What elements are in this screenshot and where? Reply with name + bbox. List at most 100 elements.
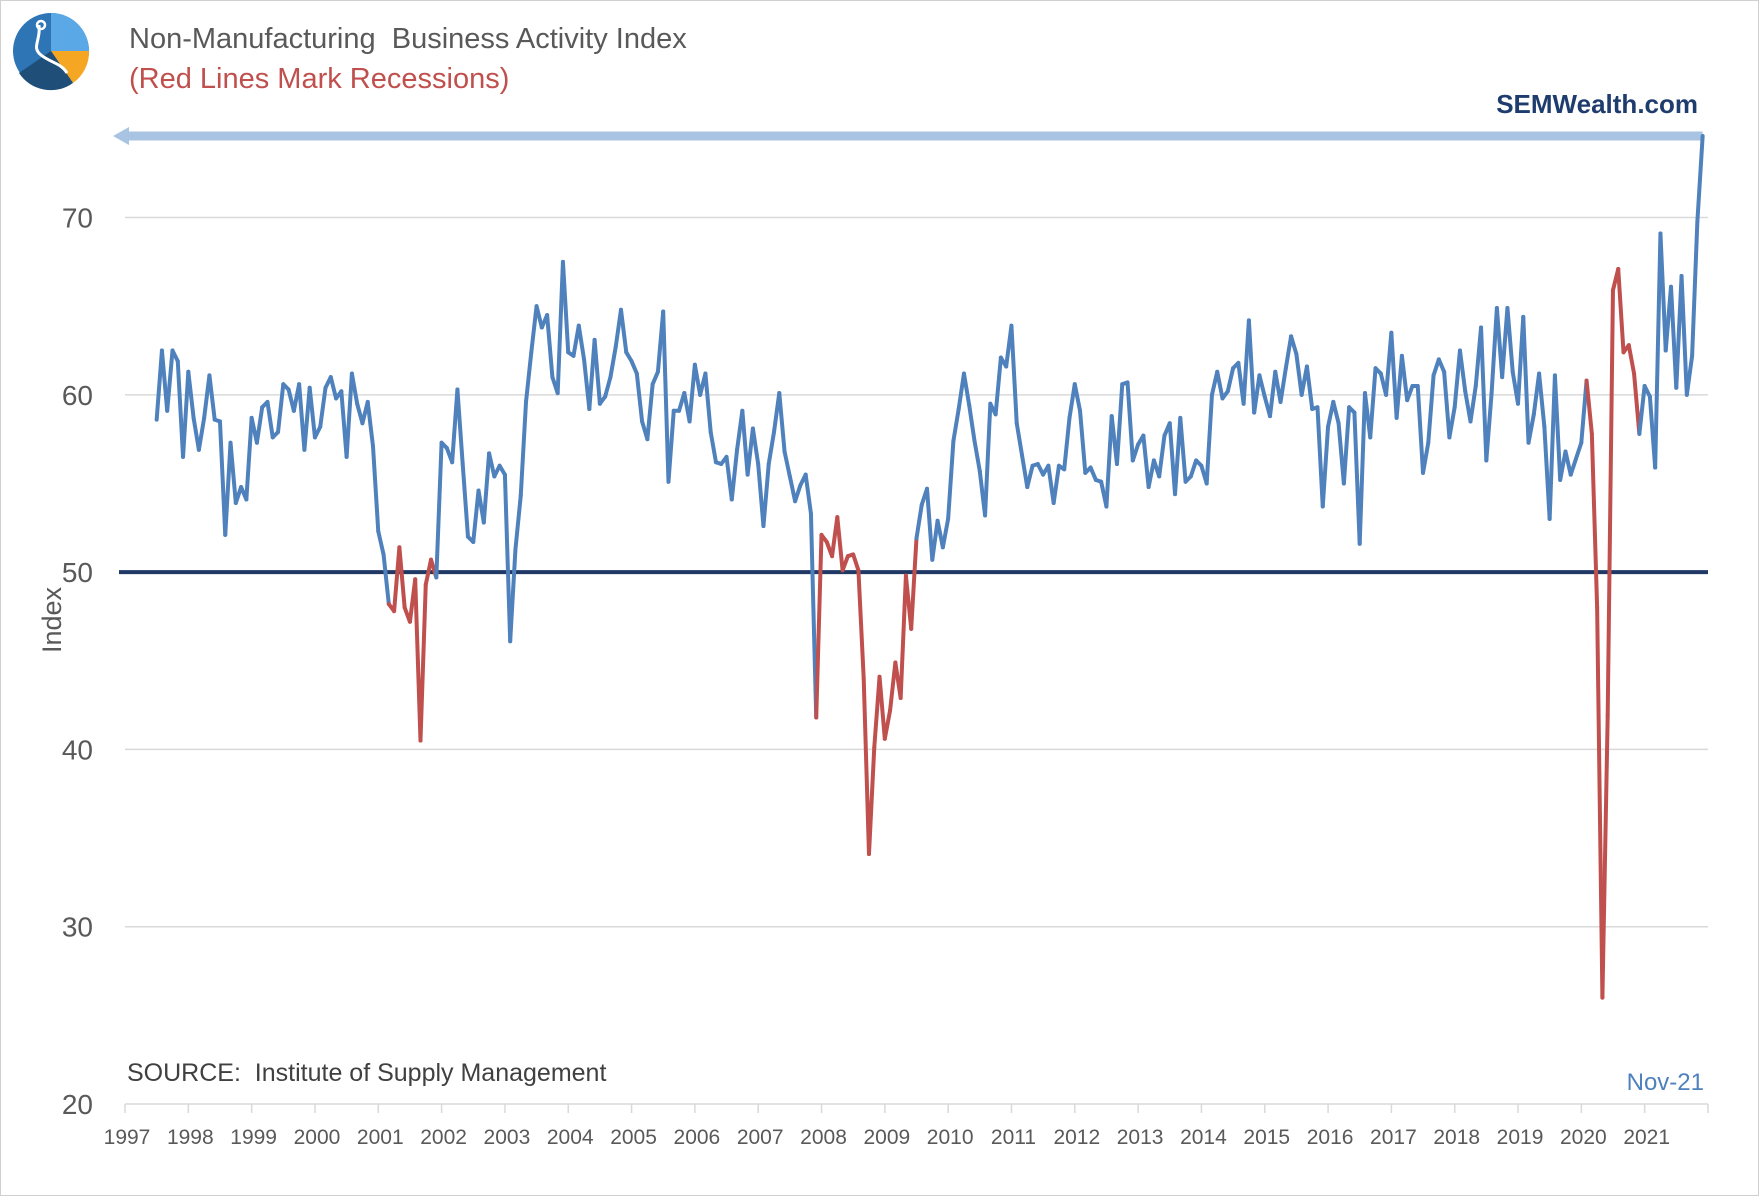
expansion-segment xyxy=(629,359,639,376)
expansion-segment xyxy=(1695,134,1705,224)
expansion-segment xyxy=(1257,373,1267,399)
expansion-segment xyxy=(1051,463,1061,505)
expansion-segment xyxy=(471,488,481,544)
expansion-segment xyxy=(376,529,386,557)
expansion-segment xyxy=(782,449,792,479)
expansion-segment xyxy=(692,362,703,397)
expansion-segment xyxy=(961,371,972,408)
recession-segment xyxy=(397,545,407,610)
expansion-segment xyxy=(1389,330,1399,420)
expansion-segment xyxy=(1421,440,1431,475)
expansion-segment xyxy=(1178,415,1188,484)
expansion-segment xyxy=(555,259,565,396)
expansion-segment xyxy=(1684,353,1695,397)
expansion-segment xyxy=(1246,318,1257,415)
x-tick-label: 2006 xyxy=(674,1126,721,1149)
expansion-segment xyxy=(750,426,761,466)
expansion-segment xyxy=(1009,323,1019,426)
semwealth-logo-icon xyxy=(13,13,90,91)
x-tick-label: 2020 xyxy=(1560,1126,1607,1149)
expansion-segment xyxy=(1484,391,1494,463)
expansion-segment xyxy=(1283,334,1294,371)
expansion-segment xyxy=(1457,348,1468,394)
source-note: SOURCE: Institute of Supply Management xyxy=(127,1059,607,1087)
expansion-segment xyxy=(1331,399,1341,426)
expansion-segment xyxy=(460,461,470,539)
expansion-segment xyxy=(761,461,771,529)
expansion-segment xyxy=(666,408,676,484)
expansion-segment xyxy=(1304,364,1315,412)
expansion-segment xyxy=(608,344,618,380)
expansion-segment xyxy=(1188,458,1199,479)
expansion-segment xyxy=(777,391,787,454)
expansion-segment xyxy=(518,399,529,498)
recession-segment xyxy=(1626,343,1637,376)
expansion-segment xyxy=(603,375,613,399)
recession-segment xyxy=(888,660,898,713)
expansion-segment xyxy=(1078,408,1088,475)
expansion-segment xyxy=(661,309,671,484)
expansion-segment xyxy=(1014,421,1024,458)
expansion-segment xyxy=(207,373,217,422)
recession-segment xyxy=(909,536,919,631)
expansion-segment xyxy=(529,304,539,355)
recession-segment xyxy=(1584,378,1594,436)
expansion-segment xyxy=(951,407,961,443)
recession-segment xyxy=(423,557,434,587)
expansion-segment xyxy=(793,483,803,504)
expansion-segment xyxy=(1267,369,1278,419)
recession-segment xyxy=(851,552,861,573)
expansion-segment xyxy=(1146,458,1156,490)
expansion-segment xyxy=(370,444,381,534)
expansion-segment xyxy=(1062,415,1072,472)
expansion-segment xyxy=(1289,334,1299,357)
expansion-segment xyxy=(1653,231,1663,470)
x-tick-label: 2007 xyxy=(737,1126,784,1149)
expansion-segment xyxy=(1104,414,1114,509)
expansion-segment xyxy=(967,403,977,443)
x-tick-label: 1999 xyxy=(230,1126,277,1149)
expansion-segment xyxy=(1252,373,1262,415)
expansion-segment xyxy=(228,440,238,505)
recession-segment xyxy=(882,708,893,741)
expansion-segment xyxy=(318,385,328,429)
expansion-segment xyxy=(634,371,645,424)
recession-segment xyxy=(1600,713,1610,1000)
expansion-segment xyxy=(740,408,750,477)
x-tick-label: 1997 xyxy=(104,1126,151,1149)
expansion-segment xyxy=(1357,391,1367,546)
expansion-segment xyxy=(1547,373,1557,521)
recession-segment xyxy=(877,674,887,741)
expansion-segment xyxy=(1468,383,1478,424)
expansion-segment xyxy=(1537,371,1547,429)
expansion-segment xyxy=(513,493,523,552)
expansion-segment xyxy=(745,426,755,477)
x-tick-label: 2003 xyxy=(484,1126,531,1149)
expansion-segment xyxy=(1415,383,1426,475)
recession-segment xyxy=(814,532,824,720)
expansion-segment xyxy=(1679,274,1689,397)
expansion-segment xyxy=(766,430,777,466)
expansion-segment xyxy=(914,502,924,541)
expansion-segment xyxy=(455,387,465,466)
x-tick-label: 2017 xyxy=(1370,1126,1417,1149)
y-tick-label: 60 xyxy=(62,380,93,411)
expansion-segment xyxy=(1452,348,1462,410)
recession-segment xyxy=(861,676,871,857)
expansion-segment xyxy=(930,518,940,562)
expansion-segment xyxy=(1130,442,1141,463)
expansion-segment xyxy=(1405,383,1415,403)
recession-segment xyxy=(856,568,866,681)
expansion-segment xyxy=(534,304,544,330)
y-tick-label: 40 xyxy=(62,734,93,765)
recession-segment xyxy=(1605,288,1615,718)
expansion-segment xyxy=(703,371,713,435)
expansion-segment xyxy=(1204,392,1214,486)
expansion-segment xyxy=(1552,373,1563,482)
x-tick-label: 2004 xyxy=(547,1126,594,1149)
expansion-segment xyxy=(1637,383,1647,436)
brand-label: SEMWealth.com xyxy=(1496,89,1698,119)
expansion-segment xyxy=(1479,325,1489,463)
